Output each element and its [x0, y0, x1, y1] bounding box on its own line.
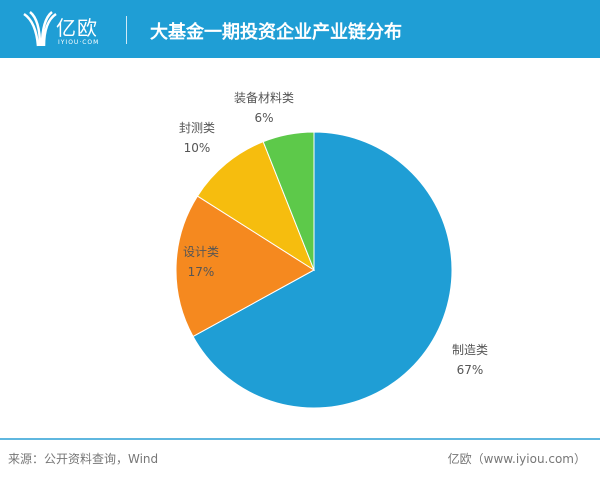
- pie-chart: [175, 131, 453, 409]
- label-packaging-testing: 封测类 10%: [178, 121, 215, 155]
- chart-title: 大基金一期投资企业产业链分布: [150, 22, 402, 43]
- yiou-logo-icon: [23, 11, 57, 47]
- pie-slice-0: [192, 131, 453, 409]
- pie-slice-2: [196, 141, 316, 272]
- pie-slice-3: [262, 131, 315, 271]
- logo-text: 亿欧: [56, 16, 98, 40]
- source-note: 来源：公开资料查询，Wind: [8, 452, 159, 466]
- label-manufacturing: 制造类 67%: [451, 343, 488, 377]
- footer-divider: [0, 438, 600, 440]
- header-bar: 亿欧 IYIOU·COM 大基金一期投资企业产业链分布: [0, 0, 600, 58]
- label-design: 设计类 17%: [182, 245, 219, 279]
- credit-note: 亿欧（www.iyiou.com）: [447, 452, 586, 466]
- label-equipment-materials: 装备材料类 6%: [233, 91, 294, 125]
- header-divider: [126, 16, 127, 44]
- logo-subtext: IYIOU·COM: [58, 39, 100, 46]
- pie-slice-1: [175, 195, 315, 338]
